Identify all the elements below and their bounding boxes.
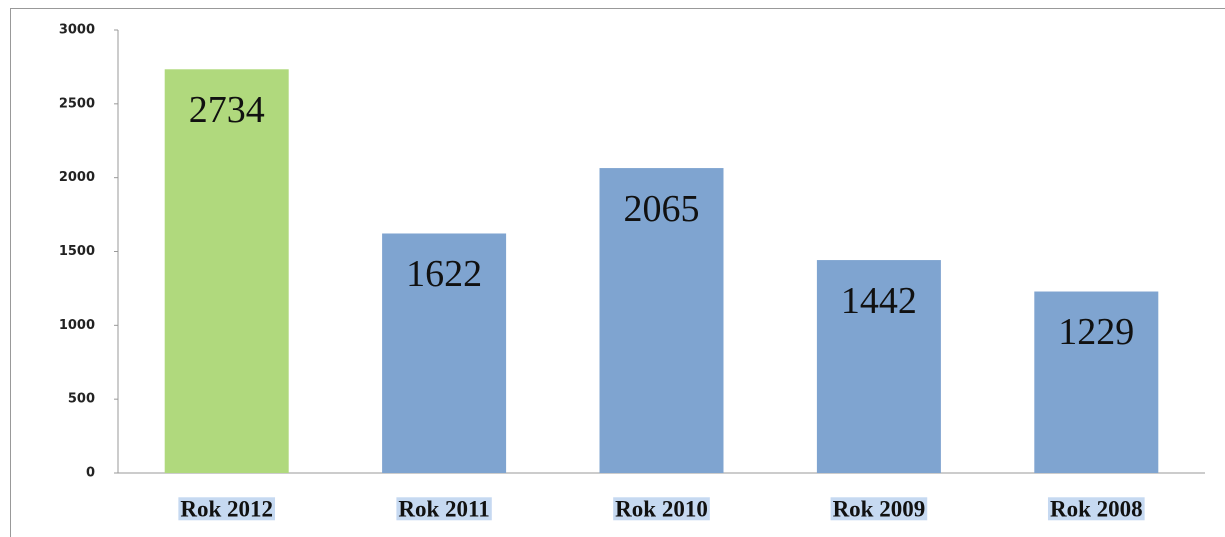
y-tick-label: 3000 [59, 23, 95, 38]
label-highlight [396, 497, 492, 521]
y-tick-label: 2000 [59, 170, 95, 185]
y-tick-label: 1000 [59, 318, 95, 333]
x-tick-label: Rok 2008 [1050, 496, 1143, 521]
label-highlight [830, 497, 928, 521]
category: Rok 2012 [178, 496, 276, 521]
data-label: 2734 [189, 89, 265, 131]
label-highlight [178, 497, 276, 521]
x-tick-label: Rok 2012 [180, 496, 273, 521]
data-label: 1442 [841, 280, 917, 322]
x-tick-label: Rok 2009 [833, 496, 926, 521]
y-tick-label: 2500 [59, 96, 95, 111]
data-label: 1229 [1058, 311, 1134, 353]
y-tick-label: 0 [86, 466, 95, 481]
category: Rok 2009 [830, 496, 928, 521]
data-label: 2065 [624, 188, 700, 230]
y-tick-label: 1500 [59, 244, 95, 259]
x-tick-label: Rok 2011 [398, 496, 489, 521]
label-highlight [1047, 497, 1145, 521]
data-label: 1622 [406, 253, 482, 295]
y-tick-label: 500 [68, 392, 95, 407]
bar [382, 233, 507, 473]
bar [816, 260, 941, 473]
bar [1034, 291, 1159, 473]
bar [164, 69, 289, 474]
bar [599, 168, 724, 473]
chart-frame [10, 8, 1225, 537]
label-highlight [613, 497, 710, 521]
category: Rok 2010 [613, 496, 710, 521]
category: Rok 2008 [1047, 496, 1145, 521]
category: Rok 2011 [396, 496, 492, 521]
x-tick-label: Rok 2010 [615, 496, 708, 521]
